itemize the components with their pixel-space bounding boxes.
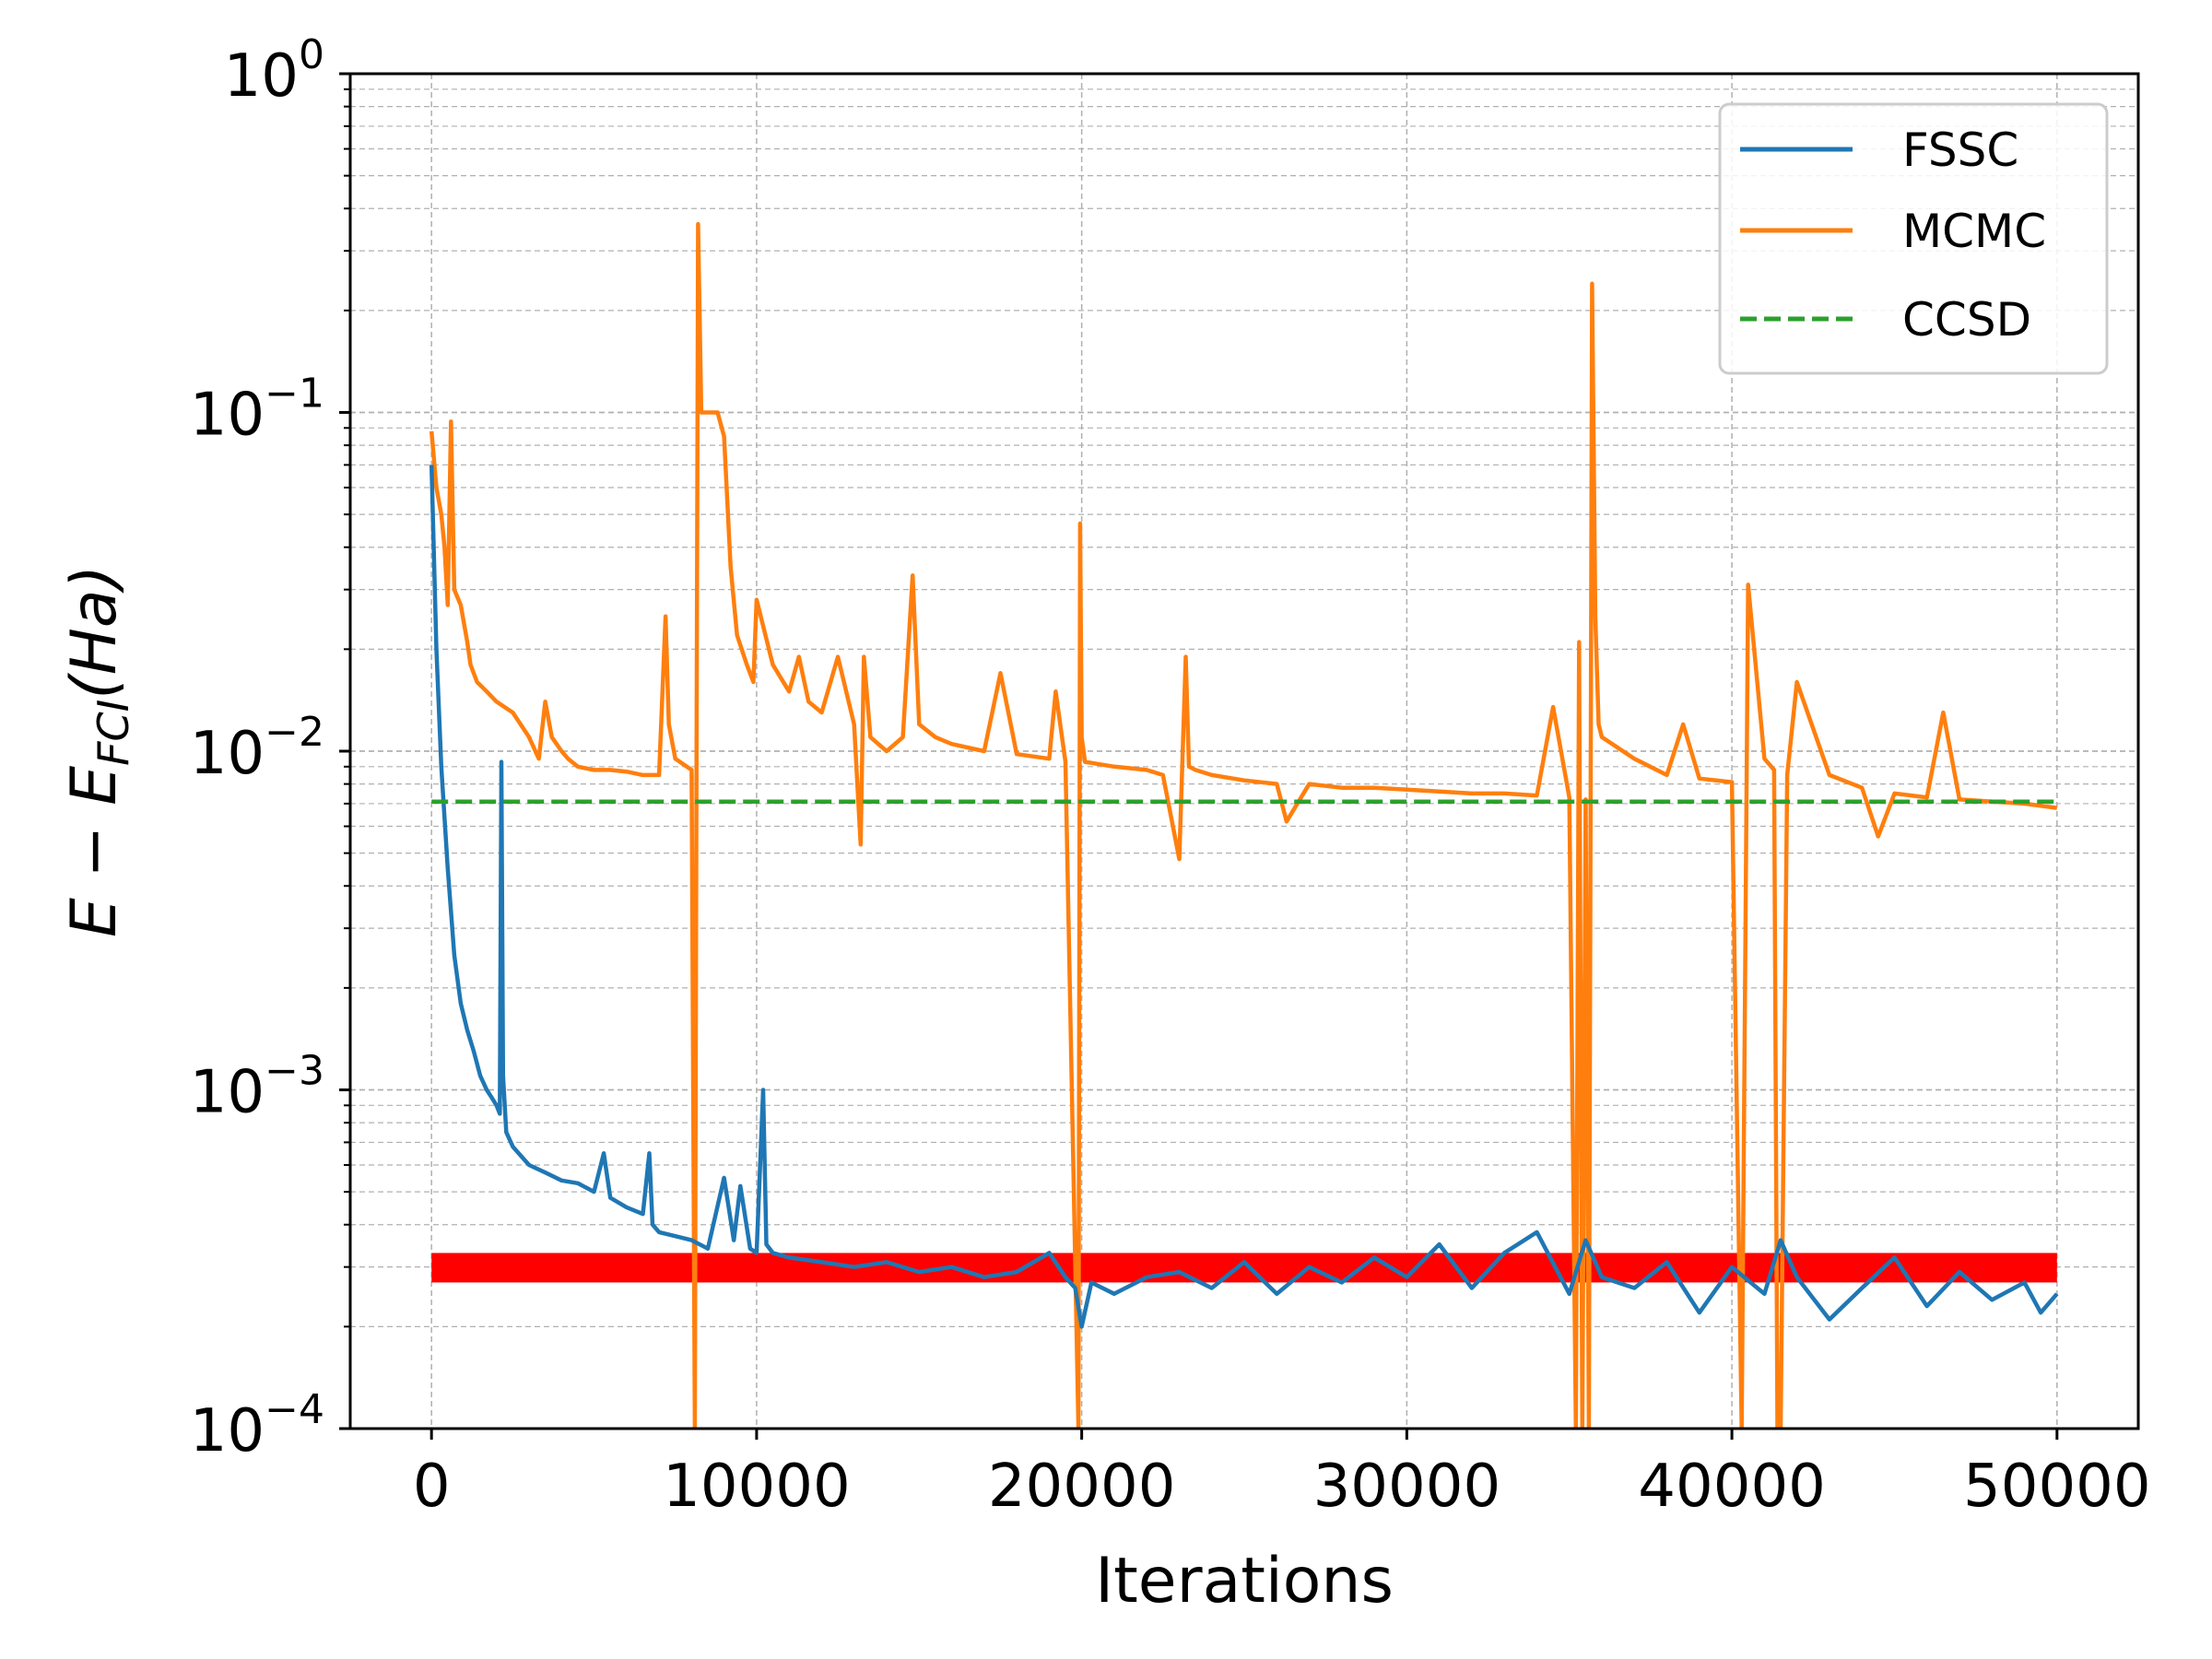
x-tick-label: 50000 <box>1963 1453 2151 1521</box>
x-axis-ticks: 0 10000 20000 30000 40000 50000 <box>413 1429 2151 1521</box>
y-axis-label: E − EFCI(Ha) <box>58 565 138 937</box>
y-tick-label: 10−3 <box>190 1048 324 1127</box>
y-axis-label-subscript: FCI <box>88 700 138 766</box>
series-lines <box>429 221 2059 1429</box>
y-axis-label-unit: (Ha) <box>58 565 131 700</box>
legend-label-fssc: FSSC <box>1902 124 2018 177</box>
reference-band <box>431 1253 2057 1283</box>
y-tick-label: 10−4 <box>190 1386 324 1465</box>
series-line-fssc <box>429 465 2059 1329</box>
x-tick-label: 30000 <box>1313 1453 1501 1521</box>
y-tick-label: 100 <box>224 31 324 111</box>
y-tick-label: 10−1 <box>190 371 324 450</box>
x-tick-label: 0 <box>413 1453 451 1521</box>
legend-label-mcmc: MCMC <box>1902 205 2046 258</box>
series-line-mcmc <box>429 221 2058 1429</box>
reference-band-rect <box>431 1253 2057 1283</box>
x-tick-label: 40000 <box>1638 1453 1826 1521</box>
x-axis-label: Iterations <box>1095 1545 1394 1618</box>
y-axis-ticks: 100 10−1 10−2 10−3 10−4 <box>190 31 350 1465</box>
x-tick-label: 10000 <box>663 1453 851 1521</box>
y-axis-label-main: E − E <box>58 766 131 937</box>
legend: FSSC MCMC CCSD <box>1718 102 2109 375</box>
legend-box <box>1718 102 2109 375</box>
y-tick-label: 10−2 <box>190 709 324 788</box>
x-tick-label: 20000 <box>988 1453 1176 1521</box>
legend-label-ccsd: CCSD <box>1902 293 2031 347</box>
